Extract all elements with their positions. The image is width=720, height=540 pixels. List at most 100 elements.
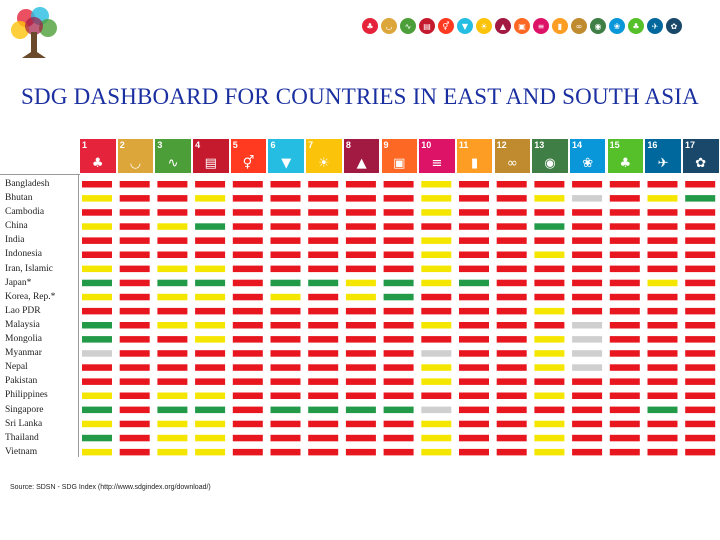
goal-number: 2 xyxy=(119,140,125,150)
cell-pakistan-goal-10 xyxy=(421,378,452,385)
gender-icon: ⚥ xyxy=(242,156,255,171)
cell-philippines-goal-1 xyxy=(82,392,112,399)
cell-cambodia-goal-6 xyxy=(270,209,301,216)
cell-myanmar-goal-16 xyxy=(647,350,678,357)
cell-nepal-goal-13 xyxy=(534,364,565,371)
cell-india-goal-2 xyxy=(119,237,150,244)
cell-laopdr-goal-1 xyxy=(82,307,112,315)
cell-thailand-goal-15 xyxy=(609,434,640,442)
goal-tile-4: 4 ▤ xyxy=(193,139,229,173)
cell-vietnam-goal-17 xyxy=(685,448,716,456)
cell-korearep-goal-4 xyxy=(195,293,226,301)
cell-india-goal-11 xyxy=(459,237,489,244)
cell-philippines-goal-5 xyxy=(232,392,263,399)
cell-cambodia-goal-11 xyxy=(459,209,489,216)
goal-tile-9: 9 ▣ xyxy=(381,139,417,173)
cell-cambodia-goal-14 xyxy=(572,209,603,216)
cell-india-goal-7 xyxy=(308,237,339,244)
cell-india-goal-16 xyxy=(647,237,678,244)
cell-bhutan-goal-1 xyxy=(82,195,112,202)
cell-indonesia-goal-7 xyxy=(308,251,339,258)
cell-singapore-goal-8 xyxy=(345,406,376,414)
cell-thailand-goal-16 xyxy=(647,434,678,442)
cell-bhutan-goal-5 xyxy=(232,195,263,202)
goal-tile-8: 8 ▲ xyxy=(343,139,380,173)
cell-srilanka-goal-17 xyxy=(685,420,716,428)
cell-myanmar-goal-3 xyxy=(157,350,188,357)
goal-number: 10 xyxy=(421,140,432,150)
cell-iranislamic-goal-10 xyxy=(421,265,452,273)
cell-mongolia-goal-8 xyxy=(345,336,376,343)
cell-japan-goal-9 xyxy=(383,279,414,287)
cell-vietnam-goal-16 xyxy=(647,448,678,456)
cell-bhutan-goal-17 xyxy=(685,195,716,202)
cell-philippines-goal-11 xyxy=(459,392,489,399)
cell-bangladesh-goal-7 xyxy=(308,181,339,188)
goal-tile-6: 6 ▼ xyxy=(268,139,304,173)
cell-nepal-goal-8 xyxy=(345,364,376,371)
cell-singapore-goal-12 xyxy=(496,406,527,414)
cell-malaysia-goal-14 xyxy=(572,322,603,329)
cell-bhutan-goal-6 xyxy=(270,195,301,202)
cell-nepal-goal-9 xyxy=(383,364,414,371)
cell-pakistan-goal-5 xyxy=(232,378,263,385)
cell-bangladesh-goal-10 xyxy=(421,181,452,188)
cell-bhutan-goal-12 xyxy=(496,195,527,202)
cell-bhutan-goal-14 xyxy=(572,195,603,202)
cell-malaysia-goal-5 xyxy=(232,322,263,329)
cell-nepal-goal-12 xyxy=(496,364,527,371)
cell-bhutan-goal-8 xyxy=(345,195,376,202)
cell-philippines-goal-13 xyxy=(534,392,565,399)
cell-bhutan-goal-11 xyxy=(459,195,489,202)
cell-mongolia-goal-1 xyxy=(82,336,112,343)
cell-japan-goal-11 xyxy=(459,279,489,287)
infinity-icon: ∞ xyxy=(506,156,518,171)
cell-malaysia-goal-8 xyxy=(345,322,376,329)
cell-thailand-goal-13 xyxy=(534,434,565,442)
cell-cambodia-goal-15 xyxy=(609,209,640,216)
cell-bangladesh-goal-6 xyxy=(270,181,301,188)
cell-bangladesh-goal-3 xyxy=(157,181,188,188)
strip-book-icon: ▤ xyxy=(419,18,435,34)
cell-bangladesh-goal-5 xyxy=(232,181,263,188)
cell-indonesia-goal-17 xyxy=(685,251,716,258)
cell-srilanka-goal-11 xyxy=(459,420,489,428)
cell-mongolia-goal-10 xyxy=(421,336,452,343)
goal-tile-12: 12 ∞ xyxy=(494,139,531,173)
cell-japan-goal-16 xyxy=(647,279,678,287)
cell-japan-goal-4 xyxy=(195,279,226,287)
cell-korearep-goal-16 xyxy=(647,293,678,301)
cell-laopdr-goal-6 xyxy=(270,307,301,315)
cell-vietnam-goal-12 xyxy=(496,448,527,456)
cell-laopdr-goal-14 xyxy=(572,307,603,315)
cell-singapore-goal-13 xyxy=(534,406,565,414)
cell-mongolia-goal-4 xyxy=(195,336,226,343)
cell-thailand-goal-10 xyxy=(421,434,452,442)
cell-bangladesh-goal-9 xyxy=(383,181,414,188)
cell-indonesia-goal-8 xyxy=(345,251,376,258)
cell-iranislamic-goal-4 xyxy=(195,265,226,273)
water-drop-icon: ▼ xyxy=(281,156,292,171)
cell-pakistan-goal-12 xyxy=(496,378,527,385)
cell-iranislamic-goal-5 xyxy=(232,265,263,273)
strip-heartbeat-icon: ∿ xyxy=(400,18,416,34)
cell-myanmar-goal-7 xyxy=(308,350,339,357)
cell-korearep-goal-15 xyxy=(609,293,640,301)
country-label: Nepal xyxy=(5,362,28,373)
cell-china-goal-8 xyxy=(345,223,376,230)
strip-growth-chart-icon: ▲ xyxy=(495,18,511,34)
cell-srilanka-goal-15 xyxy=(609,420,640,428)
cell-srilanka-goal-5 xyxy=(232,420,263,428)
cell-mongolia-goal-3 xyxy=(157,336,188,343)
cell-mongolia-goal-9 xyxy=(383,336,414,343)
cell-myanmar-goal-6 xyxy=(270,350,301,357)
cell-singapore-goal-10 xyxy=(421,406,452,414)
goal-tile-5: 5 ⚥ xyxy=(230,139,267,173)
cell-indonesia-goal-1 xyxy=(82,251,112,258)
cell-mongolia-goal-11 xyxy=(459,336,489,343)
country-label: Japan* xyxy=(5,277,32,288)
cell-vietnam-goal-4 xyxy=(195,448,226,456)
cell-singapore-goal-2 xyxy=(119,406,150,414)
cell-china-goal-13 xyxy=(534,223,565,230)
